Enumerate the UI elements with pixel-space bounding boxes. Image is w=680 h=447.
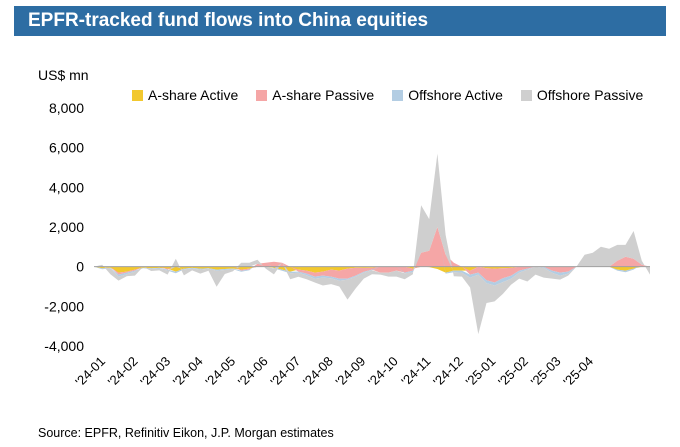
area-series-a-share-passive: [94, 227, 650, 283]
x-tick-label: '24-10: [365, 354, 401, 390]
legend-swatch-offshore-active: [392, 89, 404, 101]
y-tick-label: 0: [76, 259, 84, 275]
y-tick-label: 4,000: [49, 179, 84, 195]
legend-label-offshore-passive: Offshore Passive: [536, 87, 644, 103]
legend-swatch-offshore-passive: [520, 89, 532, 101]
y-tick-label: 6,000: [49, 140, 84, 156]
legend-item-a-share-active: A-share Active: [132, 87, 238, 103]
x-tick-label: '24-11: [398, 354, 433, 389]
chart-legend: A-share Active A-share Passive Offshore …: [132, 86, 661, 104]
x-tick-label: '24-04: [170, 354, 206, 390]
y-tick-label: 8,000: [49, 100, 84, 116]
x-tick-label: '24-07: [267, 354, 303, 390]
title-bar: EPFR-tracked fund flows into China equit…: [14, 6, 666, 36]
legend-item-offshore-active: Offshore Active: [392, 87, 503, 103]
legend-label-offshore-active: Offshore Active: [408, 87, 503, 103]
legend-item-a-share-passive: A-share Passive: [256, 87, 374, 103]
y-tick-label: -2,000: [44, 298, 84, 314]
x-tick-label: '24-12: [430, 354, 466, 390]
legend-swatch-a-share-active: [132, 89, 143, 101]
x-tick-label: '24-06: [235, 354, 271, 390]
chart-title: EPFR-tracked fund flows into China equit…: [28, 10, 429, 31]
x-tick-label: '24-03: [137, 354, 173, 390]
x-tick-label: '25-01: [463, 354, 499, 390]
x-tick-label: '24-08: [300, 354, 336, 390]
area-series-offshore-passive: [94, 153, 650, 335]
y-axis-unit-label: US$ mn: [38, 67, 89, 83]
legend-label-a-share-active: A-share Active: [148, 87, 239, 103]
area-series-a-share-active: [94, 266, 650, 273]
x-tick-label: '24-05: [202, 354, 238, 390]
x-tick-label: '25-03: [528, 354, 564, 390]
x-tick-label: '25-02: [495, 354, 531, 390]
y-tick-label: -4,000: [44, 338, 84, 354]
x-tick-label: '24-02: [105, 354, 141, 390]
area-series-offshore-active: [94, 227, 650, 286]
x-tick-label: '25-04: [560, 354, 596, 390]
legend-label-a-share-passive: A-share Passive: [272, 87, 375, 103]
y-tick-label: 2,000: [49, 219, 84, 235]
legend-item-offshore-passive: Offshore Passive: [520, 87, 644, 103]
x-tick-label: '24-09: [333, 354, 369, 390]
source-note: Source: EPFR, Refinitiv Eikon, J.P. Morg…: [38, 426, 334, 440]
legend-swatch-a-share-passive: [256, 89, 268, 101]
x-tick-label: '24-01: [72, 354, 108, 390]
